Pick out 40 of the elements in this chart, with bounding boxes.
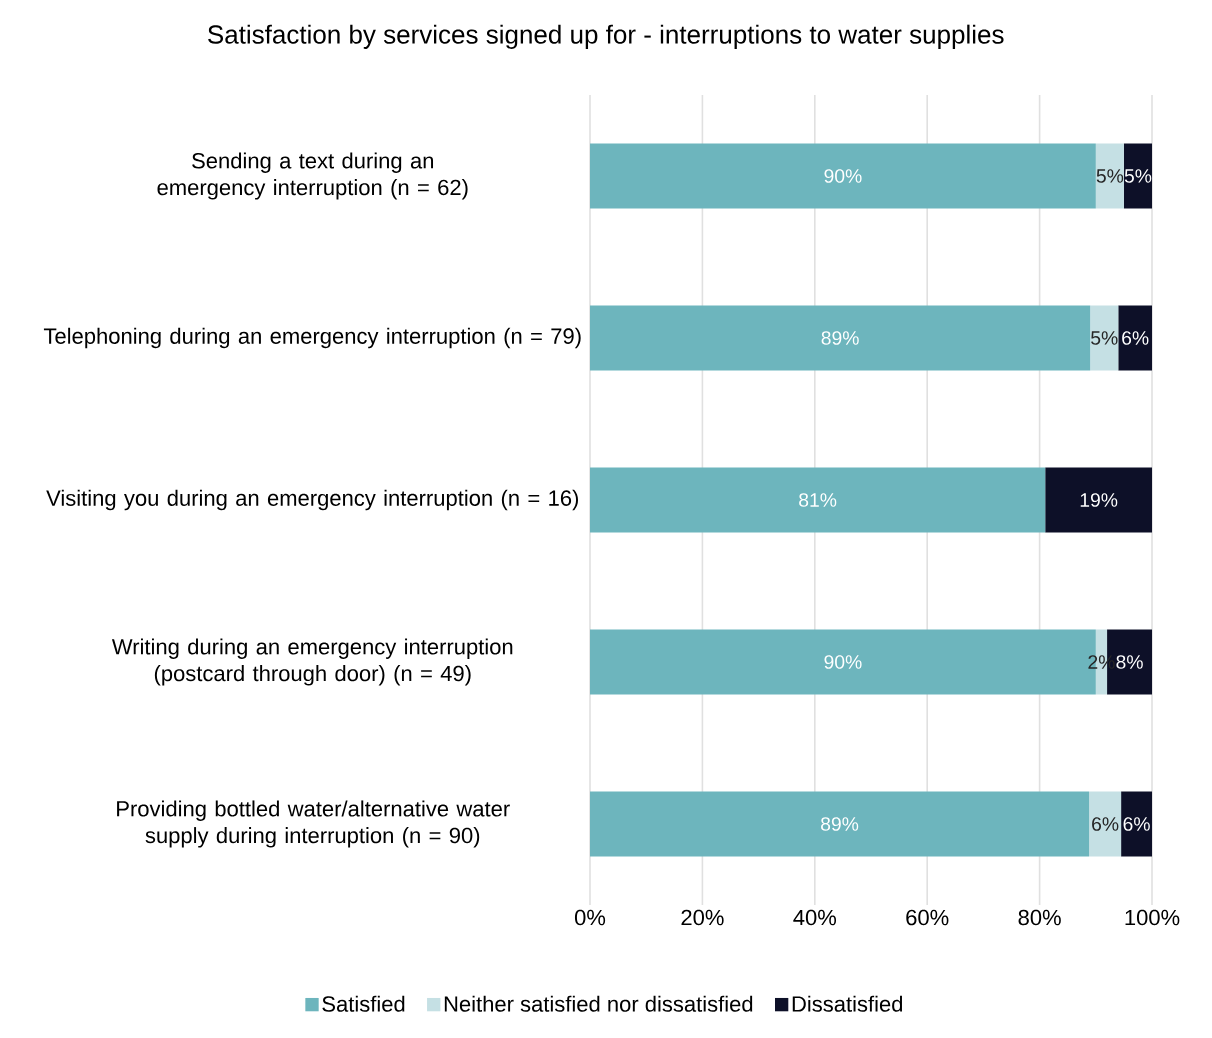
x-tick-label: 100% (1125, 909, 1180, 926)
data-label: 89% (821, 331, 859, 345)
bar (1123, 143, 1153, 209)
bar (1095, 143, 1124, 209)
bar (1045, 467, 1153, 533)
data-label: 90% (824, 655, 862, 669)
bar (1118, 305, 1153, 371)
data-label: 2% (1088, 655, 1115, 669)
x-tick-label: 40% (793, 909, 837, 926)
bar (590, 467, 1046, 533)
bar (1121, 791, 1153, 857)
bar (590, 305, 1091, 371)
data-label: 5% (1091, 331, 1118, 345)
bar (1090, 305, 1119, 371)
legend-label: Dissatisfied (792, 995, 903, 1012)
legend-label: Neither satisfied nor dissatisfied (444, 995, 753, 1012)
data-label: 90% (824, 169, 862, 183)
x-tick-label: 20% (681, 909, 724, 926)
y-tick-label: Visiting you during an emergency interruption (n = 16) (46, 489, 579, 511)
data-label: 89% (821, 817, 859, 831)
y-tick-label: Telephoning during an emergency interruption (n = 79) (43, 327, 581, 349)
data-label: 5% (1124, 169, 1152, 183)
data-label: 8% (1116, 655, 1143, 669)
data-label: 6% (1092, 817, 1119, 831)
data-label: 6% (1123, 817, 1150, 831)
y-tick-label: Writing during an emergency interruption (postcard through door) (n = 49) (111, 638, 513, 686)
data-label: 6% (1122, 331, 1149, 345)
bar (1089, 791, 1122, 857)
x-tick-label: 60% (906, 909, 949, 926)
y-tick-label: Providing bottled water/alternative water supply during interruption (n = 90) (117, 800, 510, 848)
x-tick-label: 0% (574, 909, 606, 926)
data-label: 5% (1096, 169, 1124, 183)
y-tick-label: Sending a text during an emergency interruption (n = 62) (157, 152, 468, 200)
data-label: 19% (1080, 493, 1118, 507)
data-label: 81% (799, 493, 837, 507)
x-tick-label: 80% (1018, 909, 1061, 926)
bar (590, 791, 1090, 857)
chart-title: Satisfaction by services signed up for - interruptions to water supplies (208, 24, 1004, 49)
legend-label: Satisfied (322, 995, 405, 1012)
bar (590, 143, 1096, 209)
